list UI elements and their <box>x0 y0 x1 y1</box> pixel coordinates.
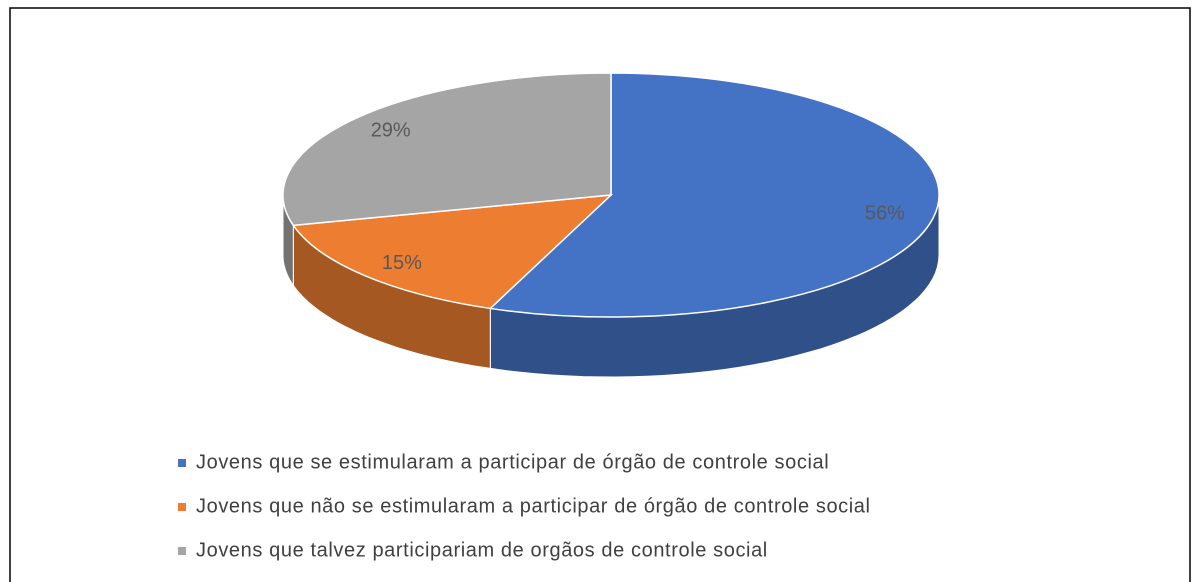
pie-slice <box>282 72 612 227</box>
legend-swatch <box>178 503 186 511</box>
pie-slice <box>488 72 940 318</box>
data-label: 56% <box>865 203 905 225</box>
pie-slice <box>291 194 614 310</box>
data-labels: 56% 15% 29% <box>371 120 905 274</box>
legend-swatch <box>178 459 186 467</box>
legend-label: Jovens que se estimularam a participar d… <box>196 451 829 473</box>
legend: Jovens que se estimularam a participar d… <box>178 451 871 561</box>
data-label: 15% <box>382 252 422 274</box>
pie-tops <box>282 72 940 318</box>
data-label: 29% <box>371 120 411 142</box>
legend-label: Jovens que não se estimularam a particip… <box>196 495 871 517</box>
legend-label: Jovens que talvez participariam de orgão… <box>196 539 768 561</box>
legend-swatch <box>178 547 186 555</box>
